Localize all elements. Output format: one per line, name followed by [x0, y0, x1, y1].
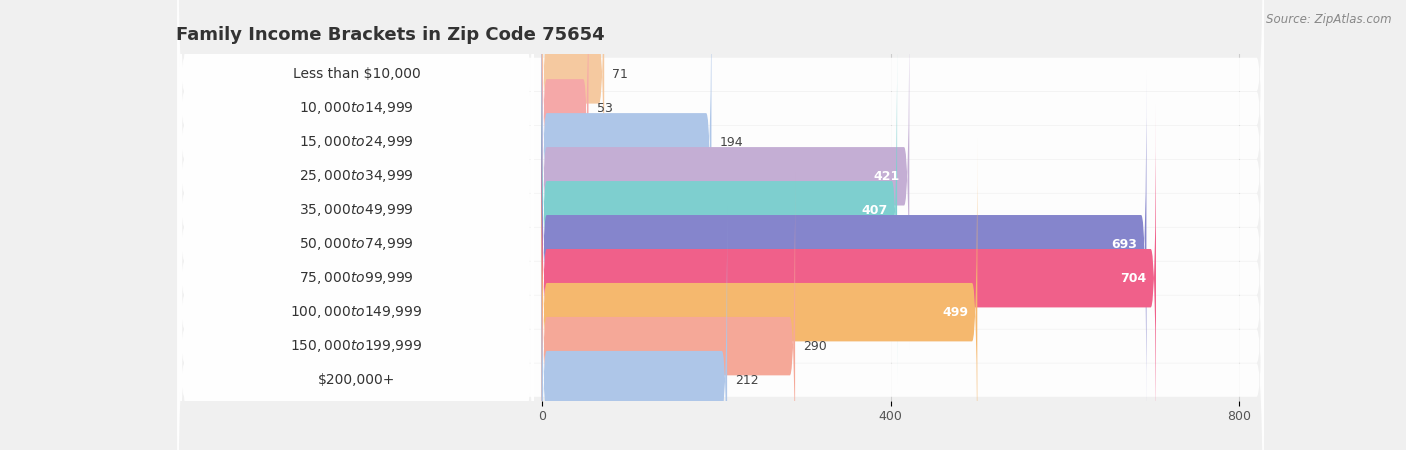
FancyBboxPatch shape	[541, 0, 605, 249]
FancyBboxPatch shape	[541, 2, 910, 351]
Text: Family Income Brackets in Zip Code 75654: Family Income Brackets in Zip Code 75654	[176, 26, 605, 44]
Text: 212: 212	[735, 374, 759, 387]
FancyBboxPatch shape	[180, 104, 534, 450]
Text: 71: 71	[613, 68, 628, 81]
FancyBboxPatch shape	[180, 138, 534, 450]
FancyBboxPatch shape	[177, 0, 1264, 450]
Text: $25,000 to $34,999: $25,000 to $34,999	[299, 168, 413, 184]
FancyBboxPatch shape	[180, 0, 534, 450]
Text: $10,000 to $14,999: $10,000 to $14,999	[299, 100, 413, 117]
Text: $150,000 to $199,999: $150,000 to $199,999	[291, 338, 423, 354]
FancyBboxPatch shape	[541, 70, 1146, 419]
Text: Source: ZipAtlas.com: Source: ZipAtlas.com	[1267, 14, 1392, 27]
FancyBboxPatch shape	[180, 2, 534, 450]
FancyBboxPatch shape	[180, 0, 534, 317]
FancyBboxPatch shape	[541, 138, 977, 450]
FancyBboxPatch shape	[541, 206, 727, 450]
FancyBboxPatch shape	[177, 0, 1264, 329]
Text: $200,000+: $200,000+	[318, 373, 395, 387]
Text: $35,000 to $49,999: $35,000 to $49,999	[299, 202, 413, 218]
Text: $50,000 to $74,999: $50,000 to $74,999	[299, 236, 413, 252]
FancyBboxPatch shape	[177, 125, 1264, 450]
FancyBboxPatch shape	[541, 36, 897, 385]
FancyBboxPatch shape	[180, 0, 534, 385]
FancyBboxPatch shape	[180, 70, 534, 450]
Text: 421: 421	[875, 170, 900, 183]
Text: $15,000 to $24,999: $15,000 to $24,999	[299, 134, 413, 150]
FancyBboxPatch shape	[177, 0, 1264, 450]
FancyBboxPatch shape	[180, 0, 534, 351]
Text: 290: 290	[803, 340, 827, 353]
Text: 499: 499	[942, 306, 969, 319]
Text: 704: 704	[1121, 272, 1147, 285]
Text: $100,000 to $149,999: $100,000 to $149,999	[291, 304, 423, 320]
FancyBboxPatch shape	[177, 0, 1264, 364]
Text: Less than $10,000: Less than $10,000	[292, 68, 420, 81]
FancyBboxPatch shape	[180, 36, 534, 450]
Text: $75,000 to $99,999: $75,000 to $99,999	[299, 270, 413, 286]
Text: 407: 407	[862, 204, 889, 217]
Text: 693: 693	[1111, 238, 1137, 251]
FancyBboxPatch shape	[177, 0, 1264, 397]
Text: 194: 194	[720, 136, 744, 149]
FancyBboxPatch shape	[177, 23, 1264, 450]
FancyBboxPatch shape	[180, 0, 534, 419]
Text: 53: 53	[596, 102, 613, 115]
FancyBboxPatch shape	[177, 57, 1264, 450]
FancyBboxPatch shape	[177, 91, 1264, 450]
FancyBboxPatch shape	[541, 0, 711, 317]
FancyBboxPatch shape	[541, 104, 1156, 450]
FancyBboxPatch shape	[177, 0, 1264, 432]
FancyBboxPatch shape	[541, 0, 589, 283]
FancyBboxPatch shape	[541, 171, 796, 450]
